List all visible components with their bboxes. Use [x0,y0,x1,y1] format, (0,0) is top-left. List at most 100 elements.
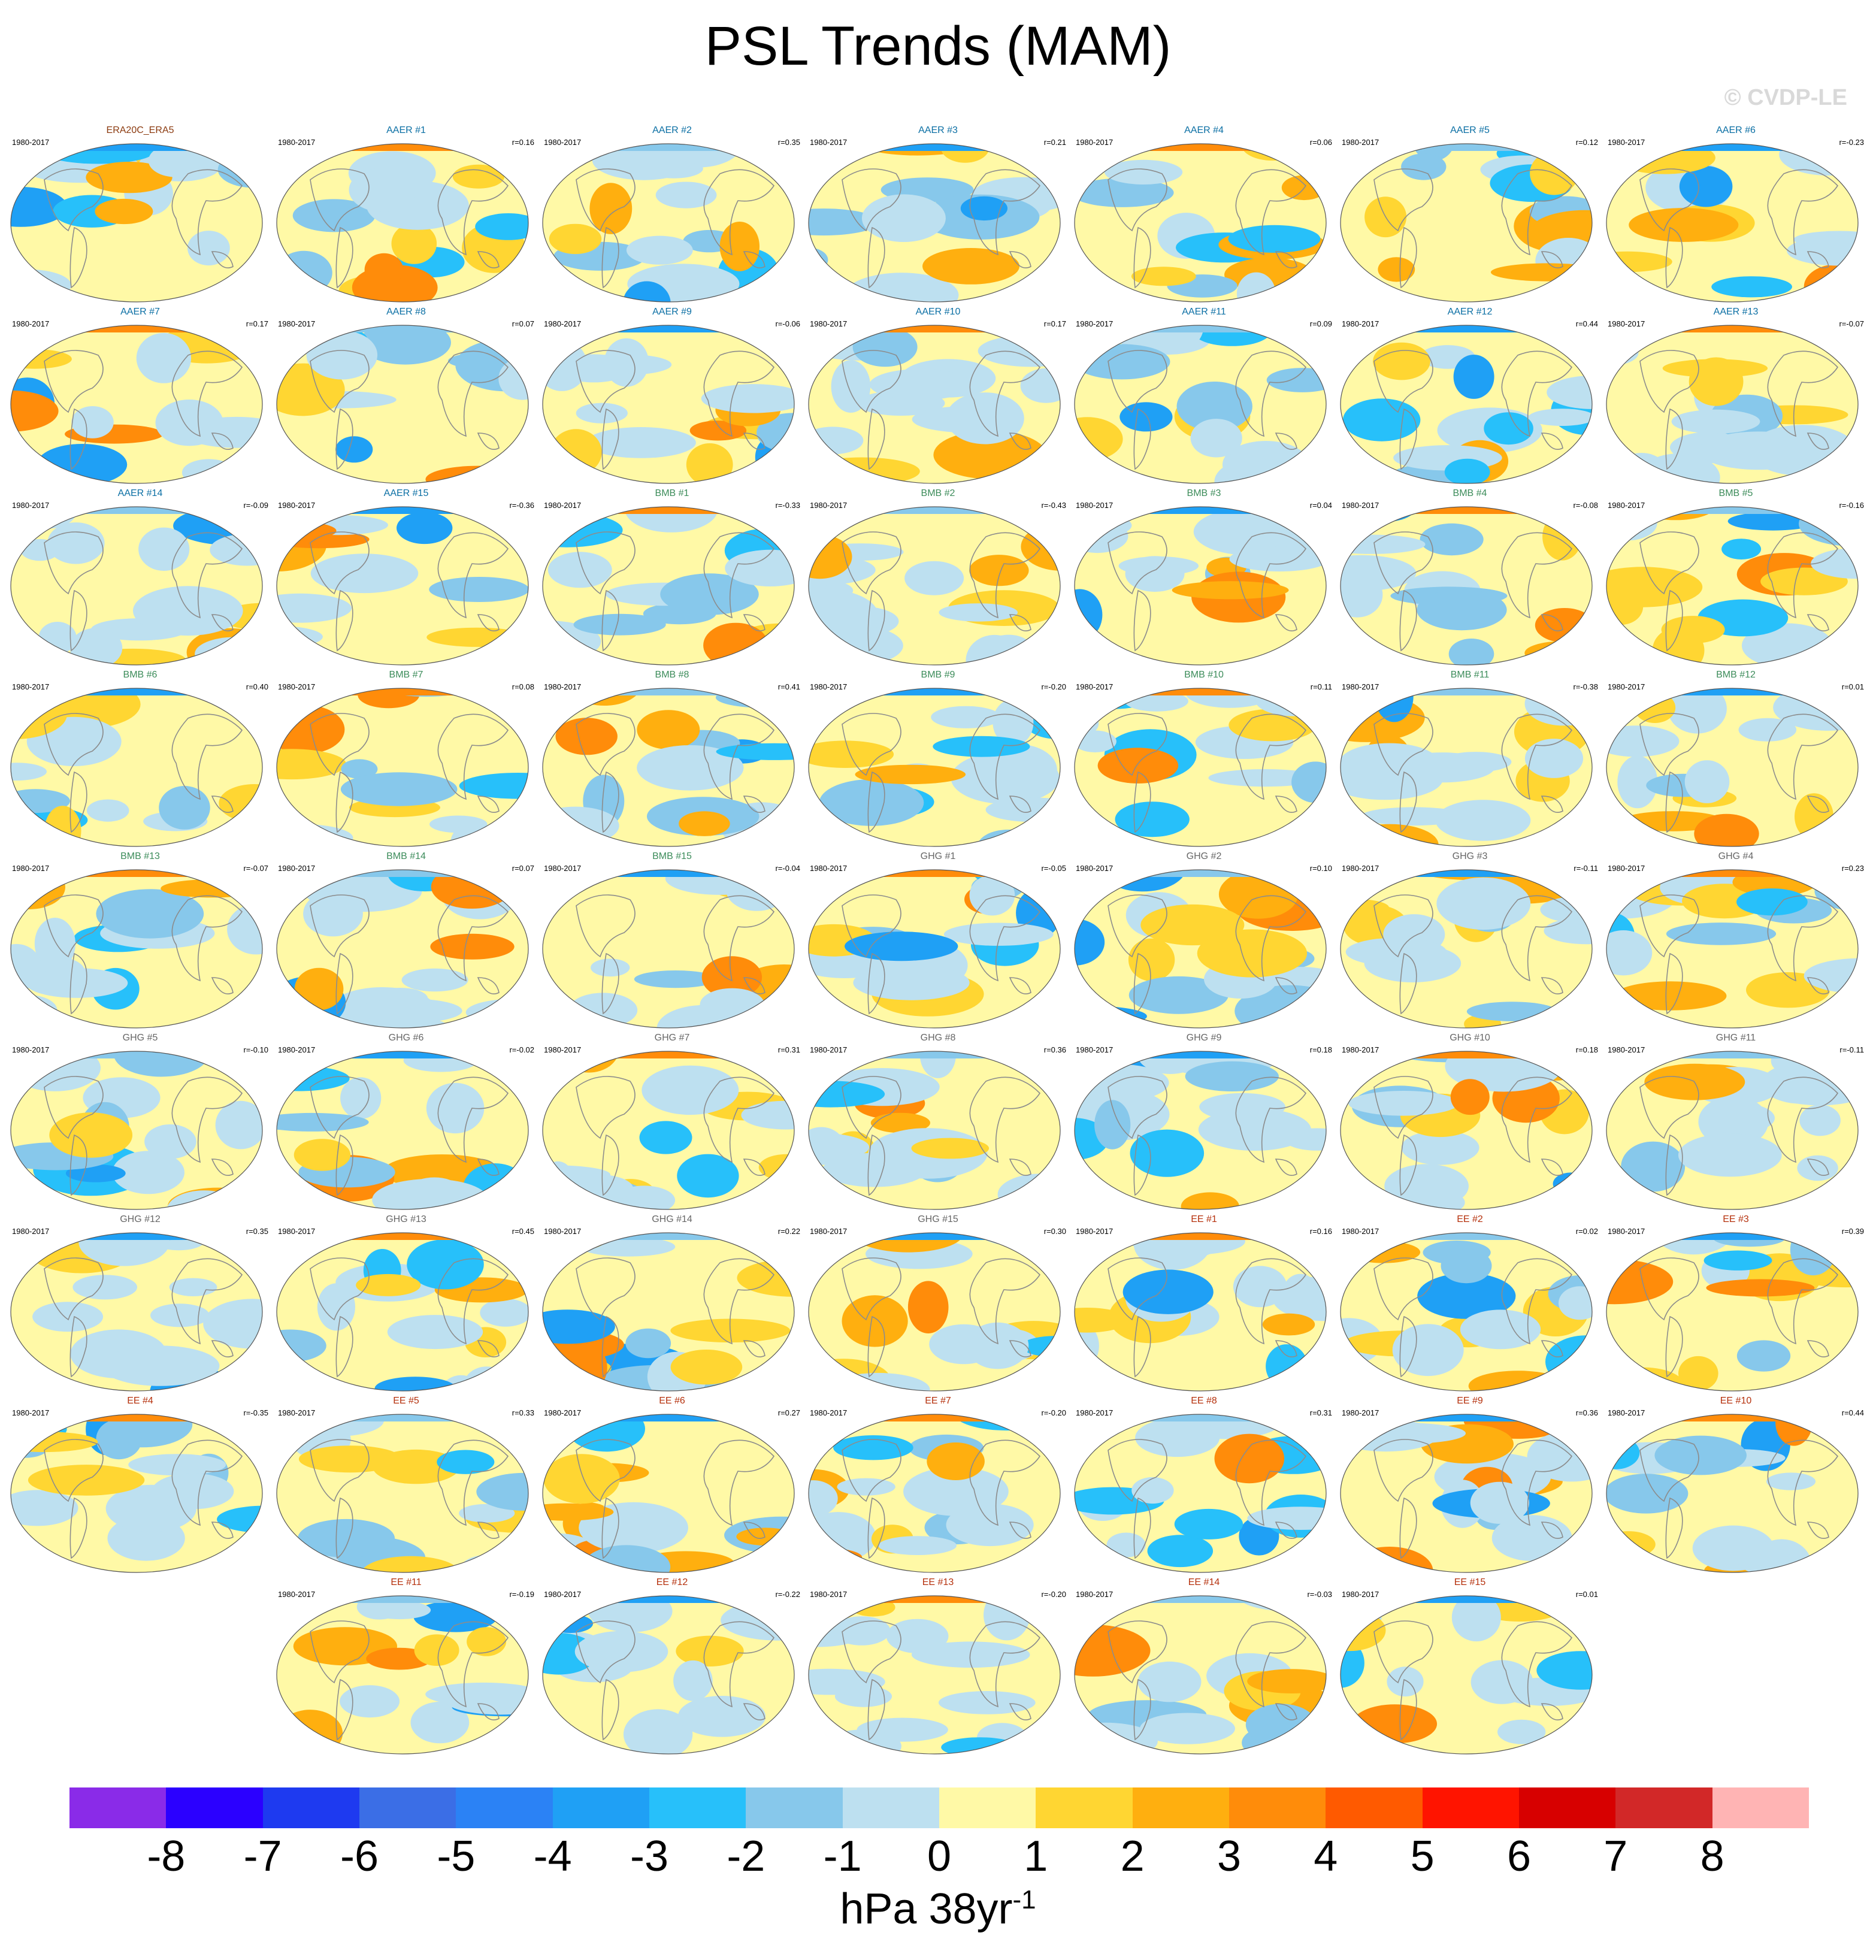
trend-blob [869,368,972,400]
trend-map [10,143,263,303]
trend-blob [1679,166,1733,207]
map-border [542,1414,795,1573]
panel-correlation: r=-0.05 [1041,864,1066,873]
trend-blob [1614,981,1727,1011]
trend-blob [1497,1719,1546,1744]
panel-years: 1980-2017 [544,1408,582,1417]
trend-blob [642,1065,739,1115]
trend-blob [1567,635,1592,665]
trend-blob [1285,470,1326,483]
coastline [576,1620,775,1741]
trend-blob [1736,888,1808,916]
map-panel: GHG #10 1980-2017 r=0.18 [1338,1032,1602,1214]
trend-blob [1678,1356,1718,1391]
panel-title: GHG #9 [1186,1033,1222,1043]
trend-blob [1606,268,1626,298]
coastline [310,1620,509,1741]
panel-years: 1980-2017 [1342,501,1379,510]
panel-title: AAER #11 [1182,307,1226,317]
panel-years: 1980-2017 [810,1590,848,1599]
arctic-band [277,1233,528,1240]
trend-blob [1122,1269,1214,1314]
trend-blob [677,1696,766,1737]
trend-blob [946,1504,1034,1547]
coastline [576,168,775,289]
trend-blob [96,1419,142,1460]
map-border [10,1414,263,1573]
map-panel: EE #2 1980-2017 r=0.02 [1338,1214,1602,1396]
trend-blob [101,1345,220,1386]
panel-correlation: r=0.11 [1310,682,1332,691]
arctic-band [543,688,794,695]
trend-blob [741,1734,794,1754]
trend-blob [1804,958,1858,994]
panel-years: 1980-2017 [810,1227,848,1236]
coastline [842,713,1041,833]
panel-title: BMB #1 [655,488,689,498]
panel-correlation: r=0.17 [246,319,268,328]
panel-correlation: r=0.07 [512,319,534,328]
trend-blob [277,144,353,150]
trend-blob [480,1299,528,1327]
coastline [310,350,509,470]
trend-blob [1348,1091,1459,1116]
panel-title: EE #13 [922,1577,954,1587]
trend-map [1340,1595,1593,1755]
arctic-band [11,1051,262,1058]
panel-years: 1980-2017 [278,1590,316,1599]
trend-blob [703,622,768,665]
trend-blob [679,811,730,836]
trend-blob [1233,1266,1287,1308]
panel-correlation: r=-0.20 [1041,1408,1066,1417]
trend-blob [1694,813,1759,846]
trend-map [276,869,529,1029]
coastline [310,1439,509,1559]
trend-blob [1535,608,1592,643]
colorbar-swatch [359,1787,456,1828]
panel-years: 1980-2017 [1076,1590,1114,1599]
trend-blob [1229,546,1326,571]
panel-title: BMB #11 [1450,670,1490,680]
trend-blob [933,736,1030,757]
panel-years: 1980-2017 [1342,319,1379,328]
trend-blob [1706,1279,1815,1297]
map-panel: BMB #9 1980-2017 r=-0.20 [806,669,1070,851]
trend-blob [1470,1660,1533,1704]
map-border [1606,869,1859,1029]
trend-map [542,1414,795,1573]
arctic-band [809,1596,1060,1603]
map-panel: EE #4 1980-2017 r=-0.35 [8,1395,272,1577]
trend-blob [547,1614,593,1634]
trend-blob [673,1660,713,1701]
panel-title: EE #9 [1457,1396,1483,1406]
arctic-band [1341,1233,1592,1240]
map-panel: EE #13 1980-2017 r=-0.20 [806,1577,1070,1759]
panel-years: 1980-2017 [544,682,582,691]
map-border [1606,688,1859,847]
panel-correlation: r=-0.36 [509,501,534,510]
trend-map [1606,1051,1859,1210]
panel-correlation: r=0.31 [777,1045,800,1054]
colorbar-tick-label: 7 [1603,1832,1628,1880]
trend-blob [1387,1666,1424,1697]
trend-blob [573,613,666,636]
trend-blob [501,507,528,534]
trend-blob [1384,1164,1469,1208]
trend-blob [161,879,262,898]
panel-correlation: r=0.04 [1309,501,1332,510]
trend-blob [364,253,404,286]
trend-blob [904,561,964,595]
arctic-band [1606,1051,1858,1058]
panel-correlation: r=0.06 [1309,138,1332,147]
arctic-band [1606,325,1858,332]
trend-blob [1401,153,1447,180]
panel-correlation: r=0.41 [777,682,800,691]
trend-blob [284,507,326,526]
coastline [44,713,243,833]
map-panel: EE #7 1980-2017 r=-0.20 [806,1395,1070,1577]
trend-blob [1435,800,1531,841]
trend-blob [1262,1313,1315,1336]
units-label: hPa 38yr [840,1885,1013,1933]
trend-blob [809,588,878,641]
map-border [276,325,529,484]
